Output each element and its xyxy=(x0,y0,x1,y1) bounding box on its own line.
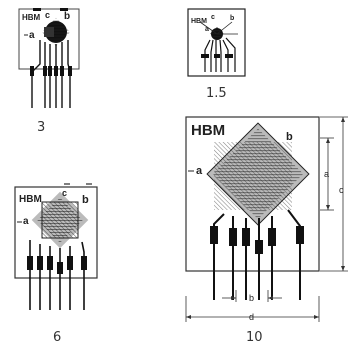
dim-b-6: b xyxy=(82,194,89,206)
dim-a-3: a xyxy=(29,30,35,41)
dim-c-6: c xyxy=(62,188,67,198)
caption-size-1-5: 1.5 xyxy=(206,86,227,101)
caption-size-10: 10 xyxy=(246,330,263,345)
dim-b-10: b xyxy=(286,131,293,143)
grid-blob-3 xyxy=(41,17,71,47)
dim-b-3: b xyxy=(64,11,70,22)
grid-10 xyxy=(206,122,310,226)
dim-a-right-10: a xyxy=(324,169,329,179)
dim-c-3: c xyxy=(45,10,50,20)
brand-10: HBM xyxy=(191,122,225,139)
dim-d-bottom-10: d xyxy=(249,312,254,322)
dimension-lines-10 xyxy=(185,116,348,322)
gauge-3: HBM c b a xyxy=(18,8,80,108)
gauge-1-5: HBM c b a xyxy=(187,8,246,77)
brand-1-5: HBM xyxy=(191,18,207,25)
grid-6 xyxy=(31,191,89,249)
dim-a-10: a xyxy=(196,165,203,177)
dim-c-1-5: c xyxy=(211,14,215,21)
gauge-10: HBM b a xyxy=(185,116,348,322)
dim-a-6: a xyxy=(23,216,29,227)
brand-3: HBM xyxy=(22,13,41,22)
caption-size-3: 3 xyxy=(37,120,46,135)
brand-6: HBM xyxy=(19,194,42,205)
caption-size-6: 6 xyxy=(53,330,62,345)
gauge-6: HBM c b a xyxy=(14,183,98,310)
dim-b-1-5: b xyxy=(230,15,234,22)
dim-c-right-10: c xyxy=(339,185,344,195)
dim-b-bottom-10: b xyxy=(249,293,254,303)
dim-a-1-5: a xyxy=(205,26,209,33)
